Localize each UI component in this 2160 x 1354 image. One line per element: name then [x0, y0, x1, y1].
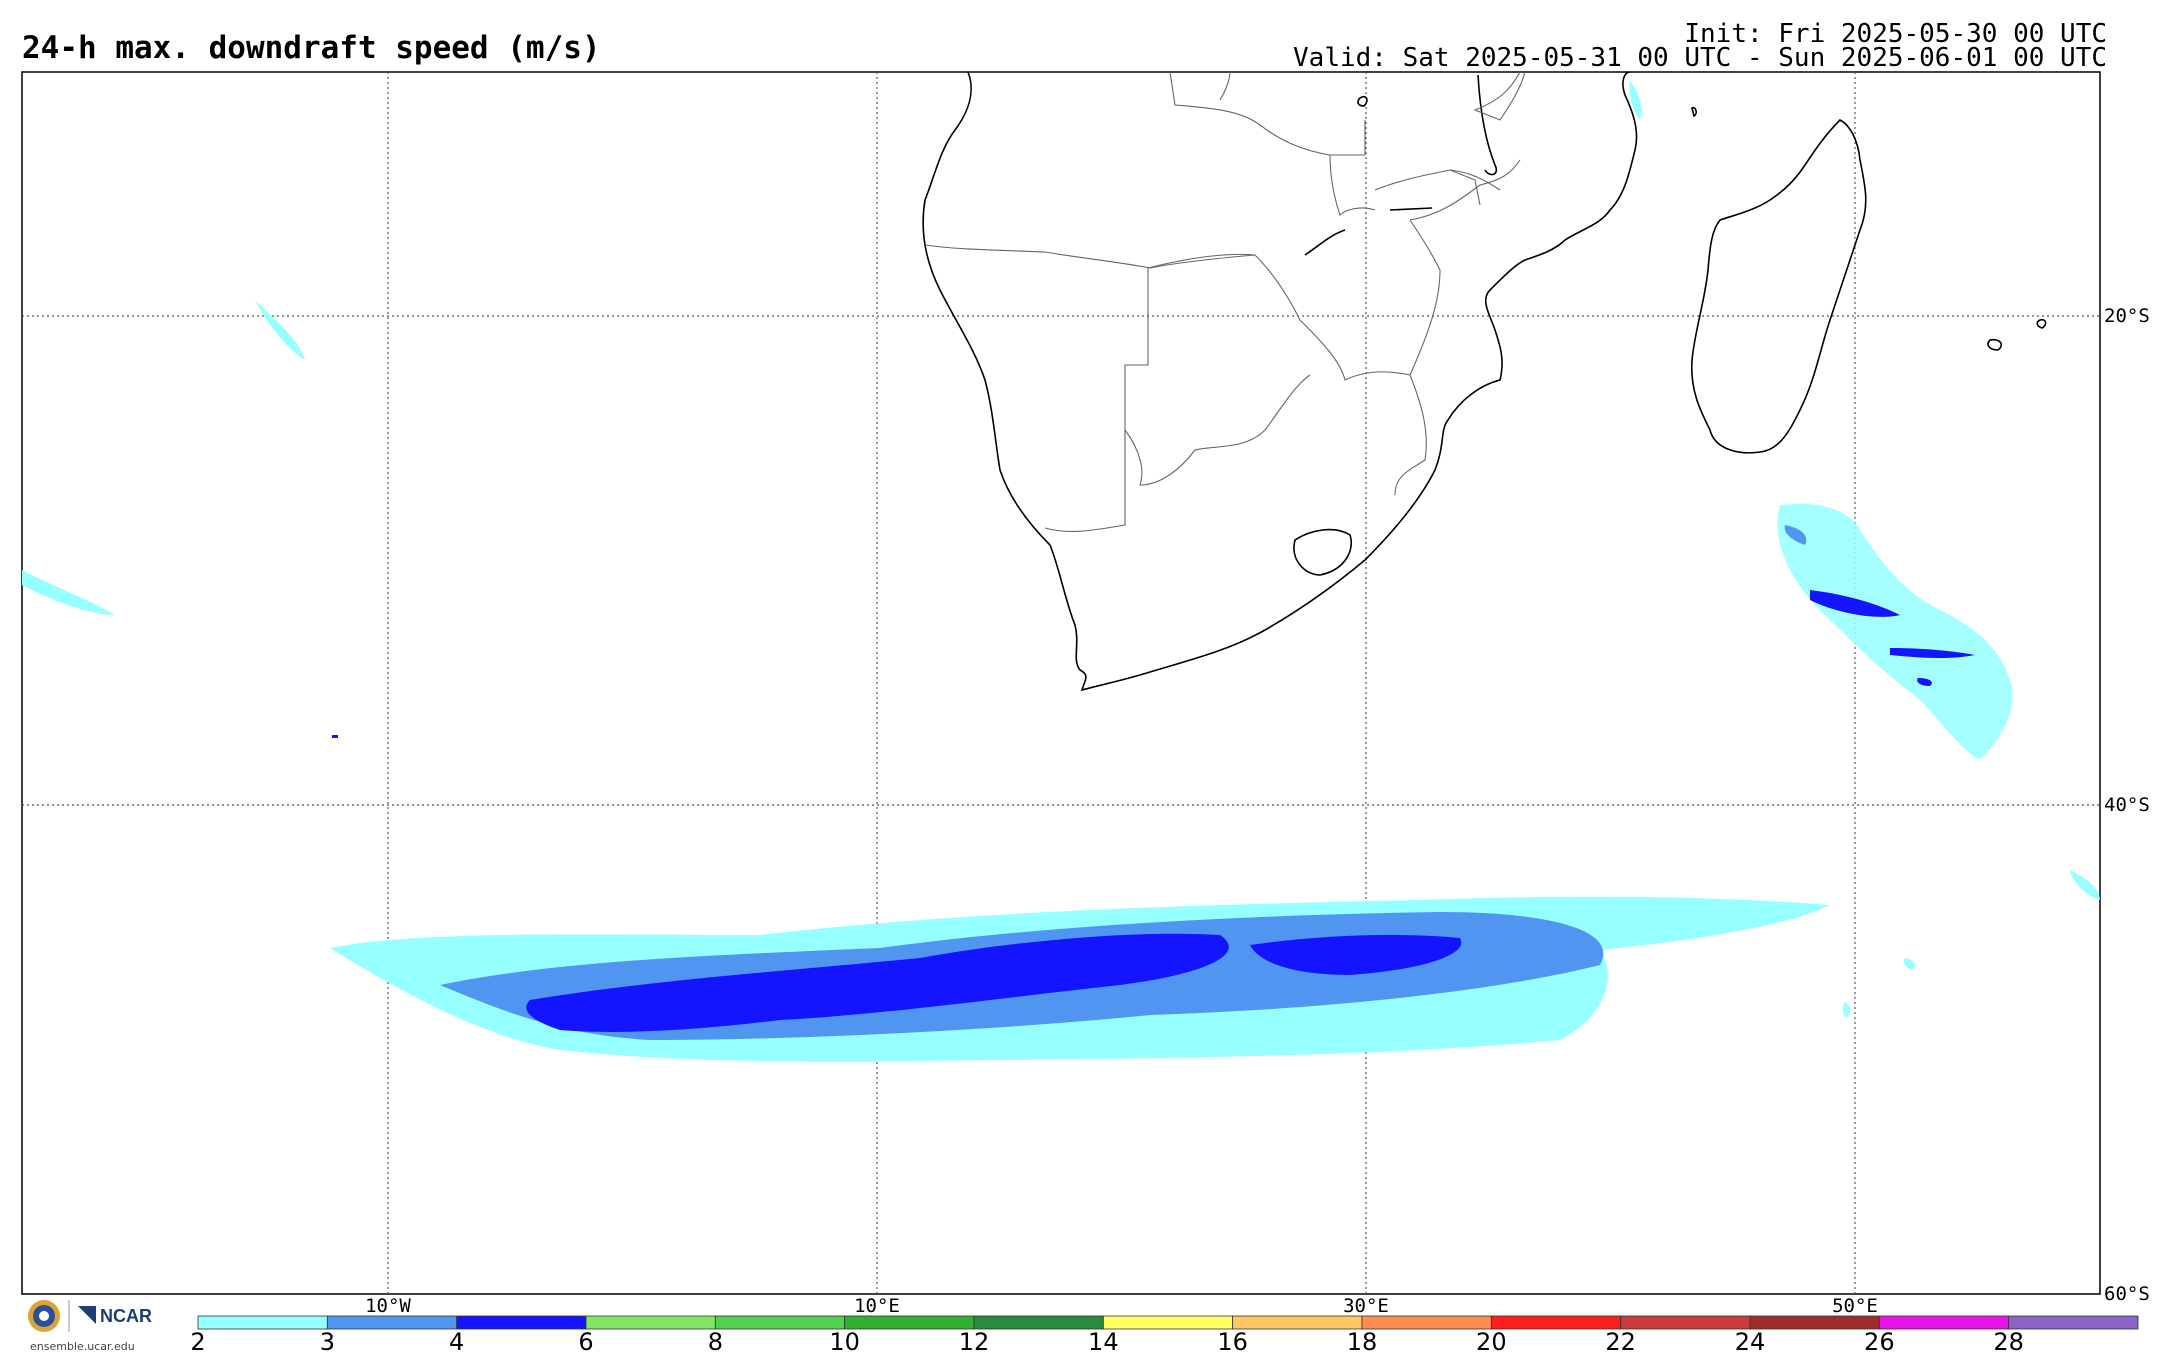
- reunion-coastline: [2036, 318, 2047, 329]
- downdraft-field-scattered: [22, 80, 2100, 1018]
- coastlines: [922, 71, 2047, 692]
- init-time: Init: Fri 2025-05-30 00 UTC: [1684, 19, 2107, 49]
- valid-time: Valid: Sat 2025-05-31 00 UTC - Sun 2025-…: [1293, 43, 2107, 73]
- lon-label-30e: 30°E: [1343, 1295, 1389, 1317]
- comoros-coastline: [1691, 106, 1697, 118]
- ncar-logo-text: NCAR: [100, 1306, 152, 1326]
- madagascar-coastline: [1690, 119, 1867, 454]
- lake-cahora: [1389, 207, 1433, 211]
- lake-coastline: [1357, 95, 1368, 107]
- map-frame: [21, 71, 2101, 1295]
- lake-kariba: [1304, 229, 1346, 256]
- lesotho-border: [1293, 528, 1352, 576]
- gridlines: [22, 72, 2100, 1294]
- site-url: ensemble.ucar.edu: [30, 1340, 135, 1353]
- mauritius-coastline: [1987, 338, 2002, 351]
- map-title: 24-h max. downdraft speed (m/s): [22, 30, 601, 66]
- downdraft-field-indian-ocean: [1777, 503, 2013, 760]
- lat-label-40s: 40°S: [2104, 794, 2150, 816]
- lat-label-20s: 20°S: [2104, 305, 2150, 327]
- country-borders: [924, 71, 1526, 532]
- lake-malawi: [1477, 74, 1498, 176]
- africa-coastline: [922, 71, 1638, 692]
- lon-label-50e: 50°E: [1832, 1295, 1878, 1317]
- nsf-logo: [28, 1300, 60, 1332]
- lat-label-60s: 60°S: [2104, 1283, 2150, 1305]
- lon-label-10w: 10°W: [365, 1295, 411, 1317]
- lon-label-10e: 10°E: [854, 1295, 900, 1317]
- ncar-logo-icon: [78, 1306, 96, 1324]
- downdraft-field-southern-band: [330, 896, 1830, 1062]
